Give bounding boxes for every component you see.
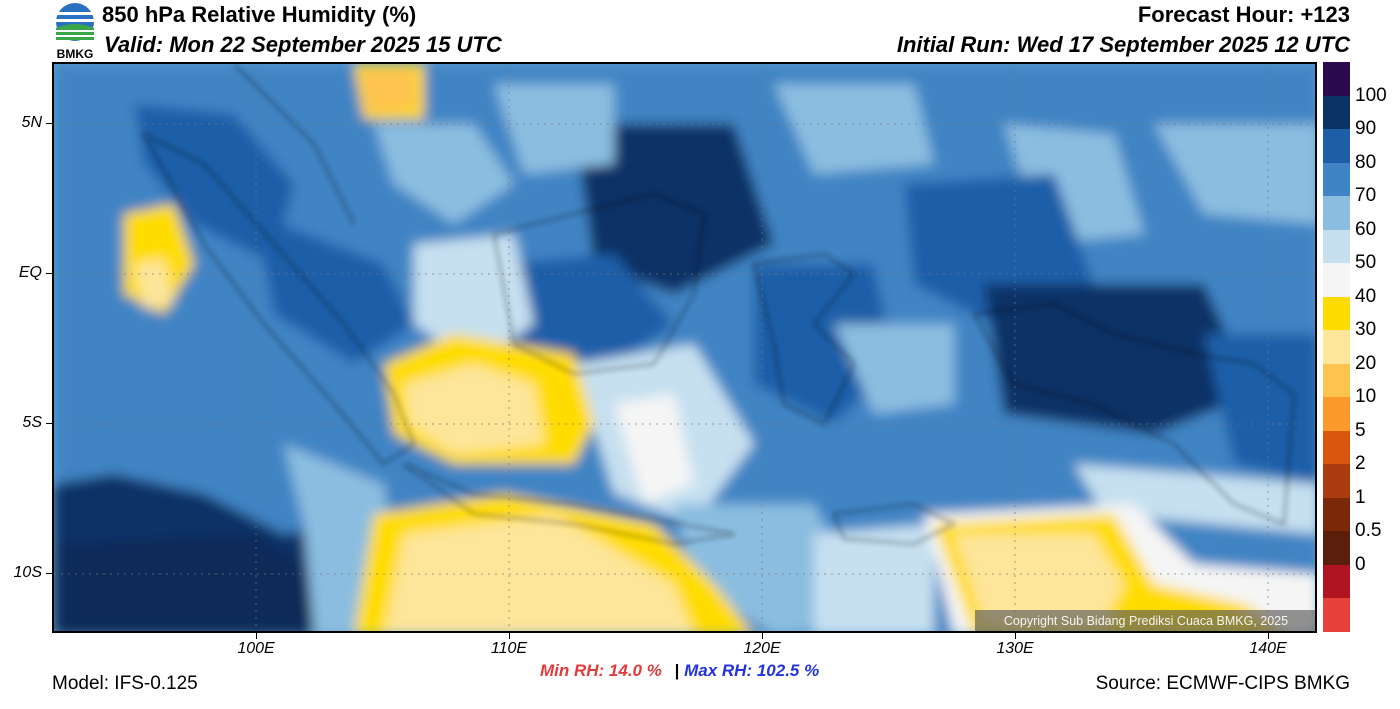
colorbar-label: 40	[1355, 285, 1377, 307]
colorbar-segment	[1323, 598, 1350, 633]
tick-lon-130e	[1015, 633, 1016, 639]
colorbar-segment	[1323, 564, 1350, 599]
colorbar-label: 70	[1355, 185, 1377, 207]
colorbar-segment	[1323, 162, 1350, 197]
colorbar-label: 2	[1355, 453, 1366, 475]
colorbar-segment	[1323, 296, 1350, 331]
max-rh: Max RH: 102.5 %	[684, 661, 820, 680]
colorbar-label: 0.5	[1355, 520, 1382, 542]
lon-label-110e: 110E	[490, 640, 528, 657]
colorbar-segment	[1323, 397, 1350, 432]
colorbar-segment	[1323, 330, 1350, 365]
colorbar-segment	[1323, 464, 1350, 499]
tick-lon-140e	[1268, 633, 1269, 639]
tick-lon-120e	[762, 633, 763, 639]
colorbar-label: 20	[1355, 352, 1377, 374]
colorbar-segment	[1323, 263, 1350, 298]
colorbar-label: 0	[1355, 553, 1366, 575]
initial-run: Initial Run: Wed 17 September 2025 12 UT…	[896, 32, 1350, 57]
colorbar-segment	[1323, 363, 1350, 398]
lon-label-140e: 140E	[1249, 640, 1287, 657]
colorbar-label: 5	[1355, 419, 1366, 441]
logo-text: BMKG	[57, 47, 94, 60]
lat-label-5n: 5N	[21, 114, 42, 131]
colorbar-segment	[1323, 196, 1350, 231]
lat-label-10s: 10S	[13, 564, 42, 581]
colorbar-segment	[1323, 129, 1350, 164]
colorbar-segment	[1323, 430, 1350, 465]
copyright-notice: Copyright Sub Bidang Prediksi Cuaca BMKG…	[975, 610, 1315, 631]
source-label: Source: ECMWF-CIPS BMKG	[1095, 673, 1350, 694]
colorbar-segment	[1323, 229, 1350, 264]
humidity-map[interactable]: Copyright Sub Bidang Prediksi Cuaca BMKG…	[52, 62, 1317, 633]
forecast-hour: Forecast Hour: +123	[1137, 2, 1350, 27]
humidity-field	[54, 64, 1315, 631]
colorbar-segment	[1323, 62, 1350, 97]
lat-label-eq: EQ	[18, 264, 42, 281]
colorbar-label: 50	[1355, 252, 1377, 274]
tick-lon-110e	[509, 633, 510, 639]
colorbar	[1323, 62, 1350, 633]
colorbar-label: 80	[1355, 151, 1377, 173]
tick-lat-10s	[46, 573, 52, 574]
tick-lat-5n	[46, 123, 52, 124]
colorbar-label: 10	[1355, 386, 1377, 408]
colorbar-label: 90	[1355, 118, 1377, 140]
colorbar-label: 100	[1355, 84, 1387, 106]
tick-lon-100e	[256, 633, 257, 639]
colorbar-segment	[1323, 95, 1350, 130]
lon-label-120e: 120E	[743, 640, 781, 657]
colorbar-label: 60	[1355, 218, 1377, 240]
colorbar-segment	[1323, 531, 1350, 566]
valid-time: Valid: Mon 22 September 2025 15 UTC	[104, 32, 502, 57]
lon-label-100e: 100E	[237, 640, 275, 657]
bmkg-logo: BMKG	[52, 2, 98, 61]
lon-label-130e: 130E	[996, 640, 1034, 657]
tick-lat-eq	[46, 273, 52, 274]
rh-stats: Min RH: 14.0 % | Max RH: 102.5 %	[540, 661, 819, 681]
map-title: 850 hPa Relative Humidity (%)	[102, 2, 417, 27]
colorbar-label: 1	[1355, 486, 1366, 508]
tick-lat-5s	[46, 423, 52, 424]
stats-separator: |	[674, 661, 680, 680]
lat-label-5s: 5S	[22, 414, 42, 431]
model-label: Model: IFS-0.125	[52, 673, 198, 694]
colorbar-label: 30	[1355, 319, 1377, 341]
min-rh: Min RH: 14.0 %	[540, 661, 662, 680]
colorbar-segment	[1323, 497, 1350, 532]
